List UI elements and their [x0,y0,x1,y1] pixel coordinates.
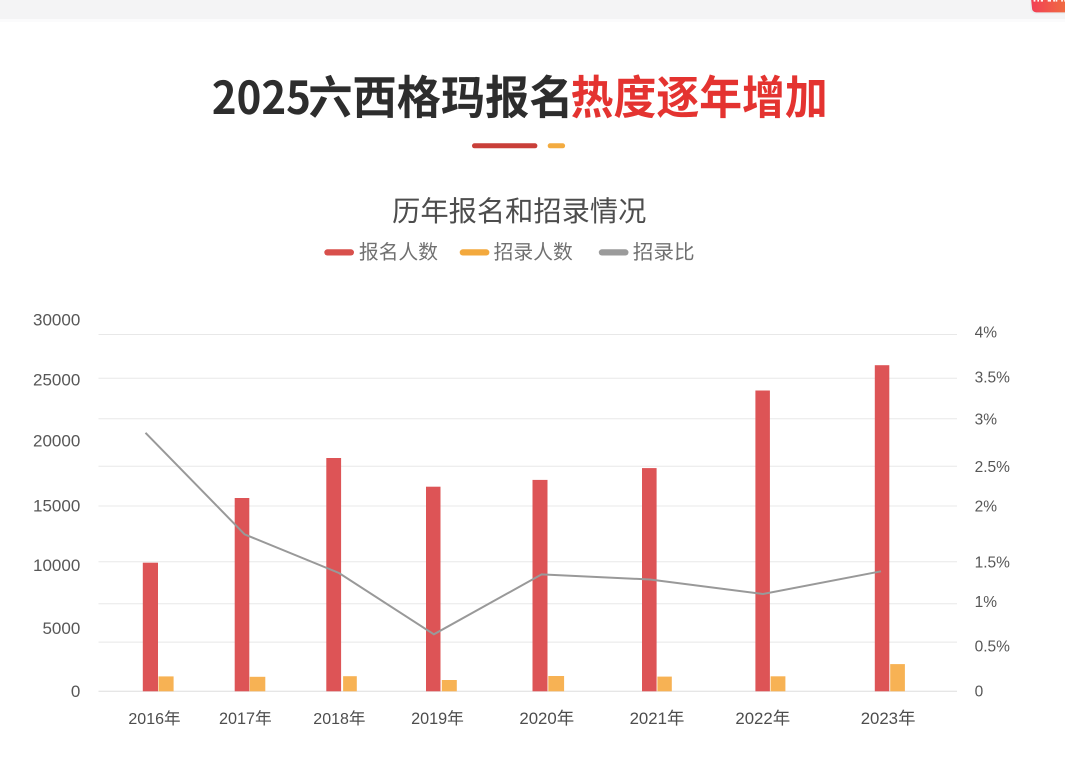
svg-text:30000: 30000 [33,311,80,330]
svg-text:0: 0 [71,682,80,701]
svg-text:2019: 2019 [411,710,447,728]
svg-text:3%: 3% [975,412,998,429]
svg-text:2017: 2017 [219,710,255,728]
svg-text:2.5%: 2.5% [975,459,1011,476]
svg-text:2020: 2020 [519,709,556,728]
svg-text:3.5%: 3.5% [975,369,1011,386]
svg-text:2022: 2022 [735,709,772,728]
svg-text:1.5%: 1.5% [975,555,1011,572]
svg-text:2023: 2023 [861,709,898,728]
svg-text:5000: 5000 [42,619,80,638]
svg-text:2016: 2016 [128,711,164,728]
svg-text:15000: 15000 [33,497,80,516]
svg-text:2018: 2018 [313,711,349,728]
svg-text:1%: 1% [975,594,998,611]
svg-text:25000: 25000 [33,371,80,390]
svg-text:10000: 10000 [33,556,80,575]
svg-text:2%: 2% [975,499,998,516]
svg-text:2021: 2021 [630,709,667,728]
svg-text:20000: 20000 [33,432,80,451]
svg-text:0: 0 [975,684,984,701]
svg-text:0.5%: 0.5% [975,638,1011,655]
svg-text:4%: 4% [975,324,998,341]
